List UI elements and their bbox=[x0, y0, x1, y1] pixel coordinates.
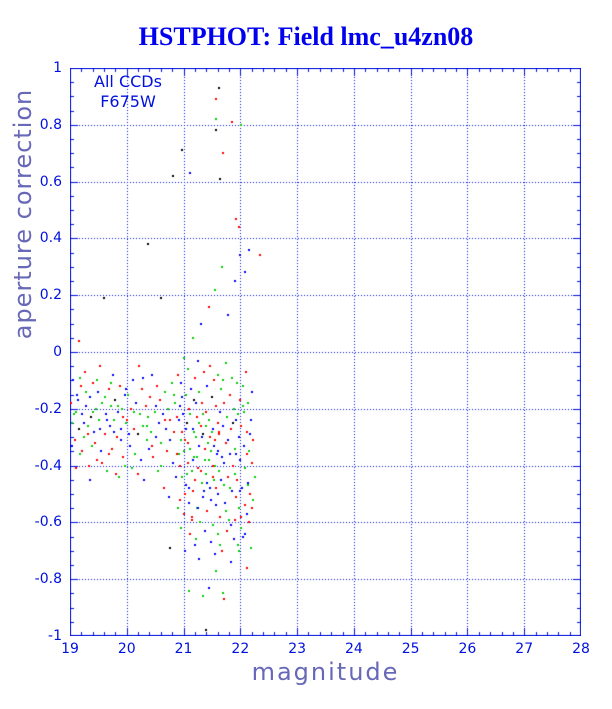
y-tick-label: -0.4 bbox=[34, 457, 62, 474]
y-tick-label: 0.8 bbox=[39, 116, 62, 133]
x-tick-label: 24 bbox=[344, 641, 363, 657]
y-tick-label: 0.6 bbox=[39, 173, 62, 190]
legend: All CCDs F675W bbox=[78, 72, 178, 112]
y-tick-label: -0.2 bbox=[34, 400, 62, 417]
x-tick-label: 22 bbox=[231, 641, 250, 657]
legend-line-ccds: All CCDs bbox=[94, 72, 162, 91]
x-tick-label: 20 bbox=[117, 641, 136, 657]
y-tick-label: 0 bbox=[53, 344, 62, 360]
page-title: HSTPHOT: Field lmc_u4zn08 bbox=[138, 22, 474, 51]
scatter-plot-canvas bbox=[70, 68, 581, 636]
y-tick-label: -0.8 bbox=[34, 571, 62, 588]
x-axis-title: magnitude bbox=[251, 658, 400, 686]
x-tick-label: 27 bbox=[515, 641, 534, 657]
y-tick-label: 0.2 bbox=[39, 287, 62, 304]
y-tick-label: 0.4 bbox=[39, 230, 62, 247]
x-tick-label: 26 bbox=[458, 641, 477, 657]
x-tick-label: 19 bbox=[61, 641, 79, 657]
y-tick-label: 1 bbox=[53, 60, 62, 76]
x-tick-label: 23 bbox=[288, 641, 307, 657]
y-tick-label: -0.6 bbox=[34, 514, 62, 531]
legend-line-filter: F675W bbox=[100, 92, 156, 111]
y-tick-label: -1 bbox=[48, 628, 62, 644]
x-tick-label: 25 bbox=[401, 641, 420, 657]
x-tick-label: 28 bbox=[572, 641, 590, 657]
x-tick-label: 21 bbox=[174, 641, 193, 657]
